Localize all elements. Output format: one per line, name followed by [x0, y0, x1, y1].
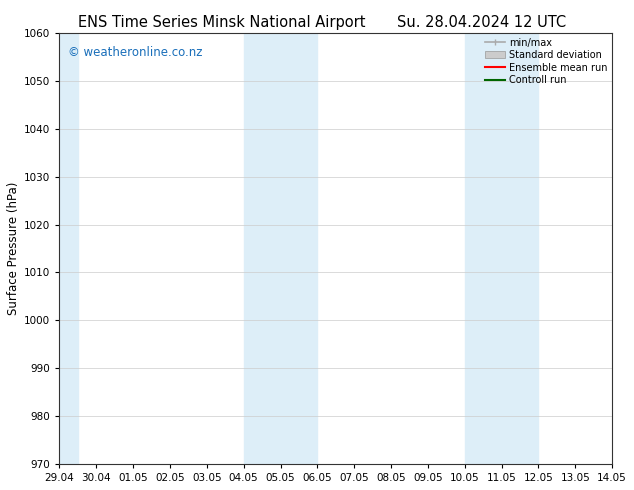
Text: Su. 28.04.2024 12 UTC: Su. 28.04.2024 12 UTC [398, 15, 566, 30]
Text: © weatheronline.co.nz: © weatheronline.co.nz [68, 46, 202, 59]
Y-axis label: Surface Pressure (hPa): Surface Pressure (hPa) [7, 182, 20, 315]
Bar [60, 33, 78, 464]
Text: ENS Time Series Minsk National Airport: ENS Time Series Minsk National Airport [78, 15, 366, 30]
Bar [465, 33, 538, 464]
Legend: min/max, Standard deviation, Ensemble mean run, Controll run: min/max, Standard deviation, Ensemble me… [484, 36, 609, 87]
Bar [243, 33, 318, 464]
